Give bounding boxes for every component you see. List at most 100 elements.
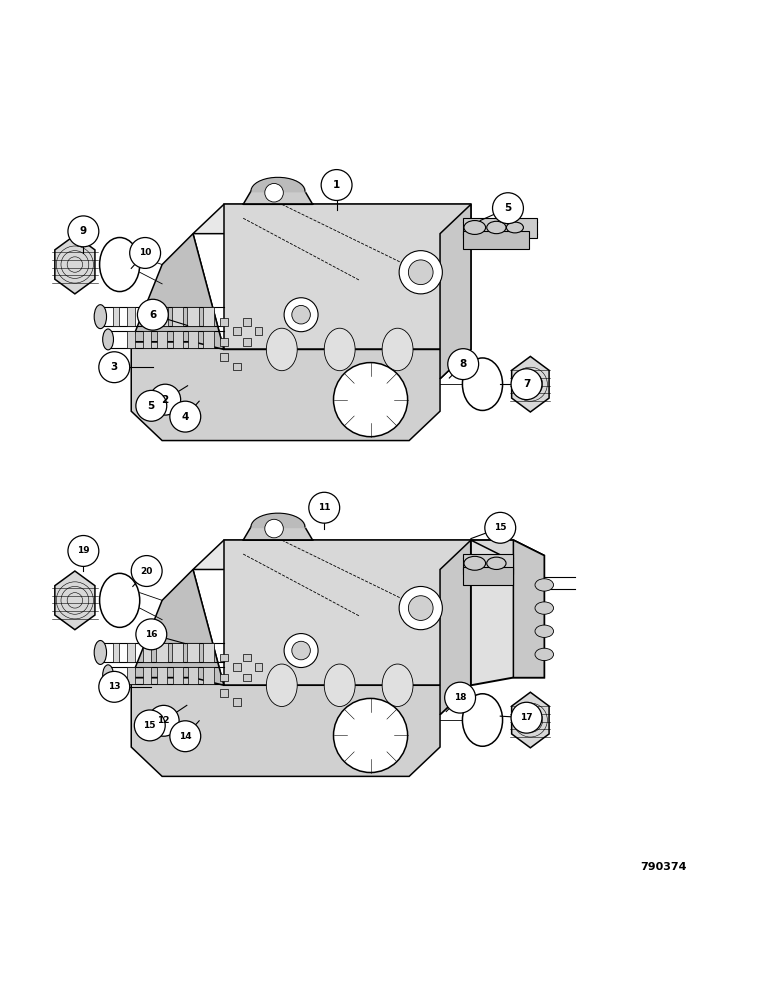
- Polygon shape: [193, 204, 471, 234]
- Polygon shape: [127, 307, 135, 326]
- Circle shape: [170, 401, 201, 432]
- Ellipse shape: [487, 221, 506, 234]
- Circle shape: [511, 702, 542, 733]
- Text: 7: 7: [523, 379, 530, 389]
- Circle shape: [292, 305, 310, 324]
- Polygon shape: [224, 540, 471, 685]
- Ellipse shape: [464, 221, 486, 234]
- Bar: [233, 363, 241, 370]
- Polygon shape: [513, 540, 544, 678]
- Circle shape: [334, 698, 408, 773]
- Polygon shape: [143, 307, 151, 326]
- Polygon shape: [171, 643, 184, 662]
- Polygon shape: [127, 331, 135, 348]
- Ellipse shape: [103, 665, 113, 686]
- Polygon shape: [463, 567, 513, 585]
- Polygon shape: [156, 643, 168, 662]
- Polygon shape: [512, 356, 549, 412]
- Polygon shape: [440, 540, 471, 715]
- Bar: [220, 654, 228, 661]
- Ellipse shape: [535, 602, 554, 614]
- Polygon shape: [463, 218, 537, 238]
- Circle shape: [493, 193, 523, 224]
- Ellipse shape: [382, 664, 413, 707]
- Text: 19: 19: [77, 546, 90, 555]
- Circle shape: [334, 363, 408, 437]
- Polygon shape: [471, 540, 544, 685]
- Bar: [220, 318, 228, 326]
- Circle shape: [292, 641, 310, 660]
- Polygon shape: [127, 643, 135, 662]
- Polygon shape: [471, 540, 544, 556]
- Text: 9: 9: [80, 226, 87, 236]
- Polygon shape: [193, 540, 471, 569]
- Polygon shape: [512, 692, 549, 748]
- Text: 12: 12: [157, 716, 170, 725]
- Circle shape: [137, 299, 168, 330]
- Bar: [255, 663, 262, 671]
- Ellipse shape: [324, 328, 355, 371]
- Ellipse shape: [94, 305, 107, 329]
- Polygon shape: [188, 331, 198, 348]
- Text: 17: 17: [520, 713, 533, 722]
- Circle shape: [130, 238, 161, 268]
- Polygon shape: [172, 331, 183, 348]
- Circle shape: [136, 390, 167, 421]
- Polygon shape: [188, 667, 198, 684]
- Polygon shape: [224, 204, 471, 349]
- Text: 1: 1: [333, 180, 340, 190]
- Circle shape: [511, 369, 542, 400]
- Circle shape: [170, 721, 201, 752]
- Circle shape: [309, 492, 340, 523]
- Ellipse shape: [506, 222, 523, 233]
- Bar: [220, 338, 228, 346]
- Polygon shape: [202, 307, 215, 326]
- Circle shape: [284, 634, 318, 668]
- Circle shape: [445, 682, 476, 713]
- Circle shape: [99, 671, 130, 702]
- Ellipse shape: [94, 641, 107, 664]
- Circle shape: [399, 251, 442, 294]
- Text: 18: 18: [454, 693, 466, 702]
- Polygon shape: [55, 235, 95, 294]
- Ellipse shape: [266, 664, 297, 707]
- Text: 11: 11: [318, 503, 330, 512]
- Polygon shape: [156, 307, 168, 326]
- Text: 3: 3: [110, 362, 118, 372]
- Circle shape: [68, 536, 99, 566]
- Bar: [243, 338, 251, 346]
- Ellipse shape: [535, 625, 554, 637]
- Polygon shape: [188, 643, 199, 662]
- Circle shape: [136, 619, 167, 650]
- Circle shape: [148, 705, 179, 736]
- Text: 790374: 790374: [641, 862, 687, 872]
- Circle shape: [408, 260, 433, 285]
- Circle shape: [448, 349, 479, 380]
- Circle shape: [321, 170, 352, 200]
- Polygon shape: [127, 667, 135, 684]
- Ellipse shape: [464, 556, 486, 570]
- Circle shape: [408, 596, 433, 620]
- Text: 14: 14: [179, 732, 191, 741]
- Polygon shape: [463, 554, 513, 574]
- Polygon shape: [143, 667, 151, 684]
- Text: 5: 5: [147, 401, 155, 411]
- Bar: [243, 654, 251, 661]
- Circle shape: [68, 216, 99, 247]
- Circle shape: [485, 512, 516, 543]
- Bar: [220, 353, 228, 361]
- Polygon shape: [113, 643, 119, 662]
- Text: 15: 15: [494, 523, 506, 532]
- Bar: [233, 663, 241, 671]
- Bar: [233, 327, 241, 335]
- Ellipse shape: [324, 664, 355, 707]
- Polygon shape: [171, 307, 184, 326]
- Polygon shape: [243, 191, 313, 204]
- Circle shape: [99, 352, 130, 383]
- Ellipse shape: [266, 328, 297, 371]
- Circle shape: [265, 183, 283, 202]
- Polygon shape: [55, 571, 95, 630]
- Circle shape: [399, 586, 442, 630]
- Ellipse shape: [535, 648, 554, 661]
- Circle shape: [284, 298, 318, 332]
